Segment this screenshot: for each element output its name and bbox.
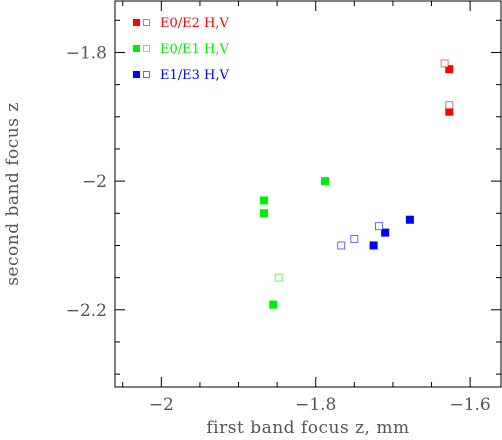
axis-tick-labels: −2 −1.8 −1.6 −2.2 −2 −1.8: [66, 43, 491, 415]
legend-marker-open: [143, 45, 150, 52]
legend: E0/E2 H,V E0/E1 H,V E1/E3 H,V: [133, 16, 230, 83]
data-point-filled: [259, 196, 268, 205]
axis-ticks: [115, 1, 501, 387]
data-point-filled: [445, 65, 454, 74]
data-point-open: [445, 101, 454, 110]
data-point-filled: [381, 228, 390, 237]
data-point-open: [375, 222, 384, 231]
y-tick-label: −2: [82, 172, 107, 192]
legend-label: E1/E3 H,V: [160, 68, 230, 83]
data-point-open: [337, 241, 346, 250]
data-point-filled: [269, 300, 278, 309]
data-point-filled: [320, 177, 329, 186]
y-tick-label: −1.8: [66, 43, 107, 63]
x-tick-label: −2: [149, 395, 174, 415]
legend-marker-filled: [133, 19, 140, 26]
data-point-open: [274, 273, 283, 282]
data-point-filled: [369, 241, 378, 250]
data-point-filled: [259, 209, 268, 218]
legend-marker-filled: [133, 71, 140, 78]
y-tick-label: −2.2: [66, 301, 107, 321]
data-point-filled: [445, 107, 454, 116]
y-axis-label: second band focus z: [3, 102, 23, 286]
legend-label: E0/E2 H,V: [160, 16, 230, 31]
x-tick-label: −1.6: [449, 395, 490, 415]
legend-label: E0/E1 H,V: [160, 42, 230, 57]
plot-frame: [114, 0, 502, 388]
legend-marker-filled: [133, 45, 140, 52]
data-point-open: [350, 235, 359, 244]
data-point-open: [440, 59, 449, 68]
x-tick-label: −1.8: [295, 395, 336, 415]
legend-marker-open: [143, 19, 150, 26]
x-axis-label: first band focus z, mm: [206, 418, 409, 438]
data-point-filled: [405, 215, 414, 224]
legend-marker-open: [143, 71, 150, 78]
data-points: [259, 59, 454, 309]
